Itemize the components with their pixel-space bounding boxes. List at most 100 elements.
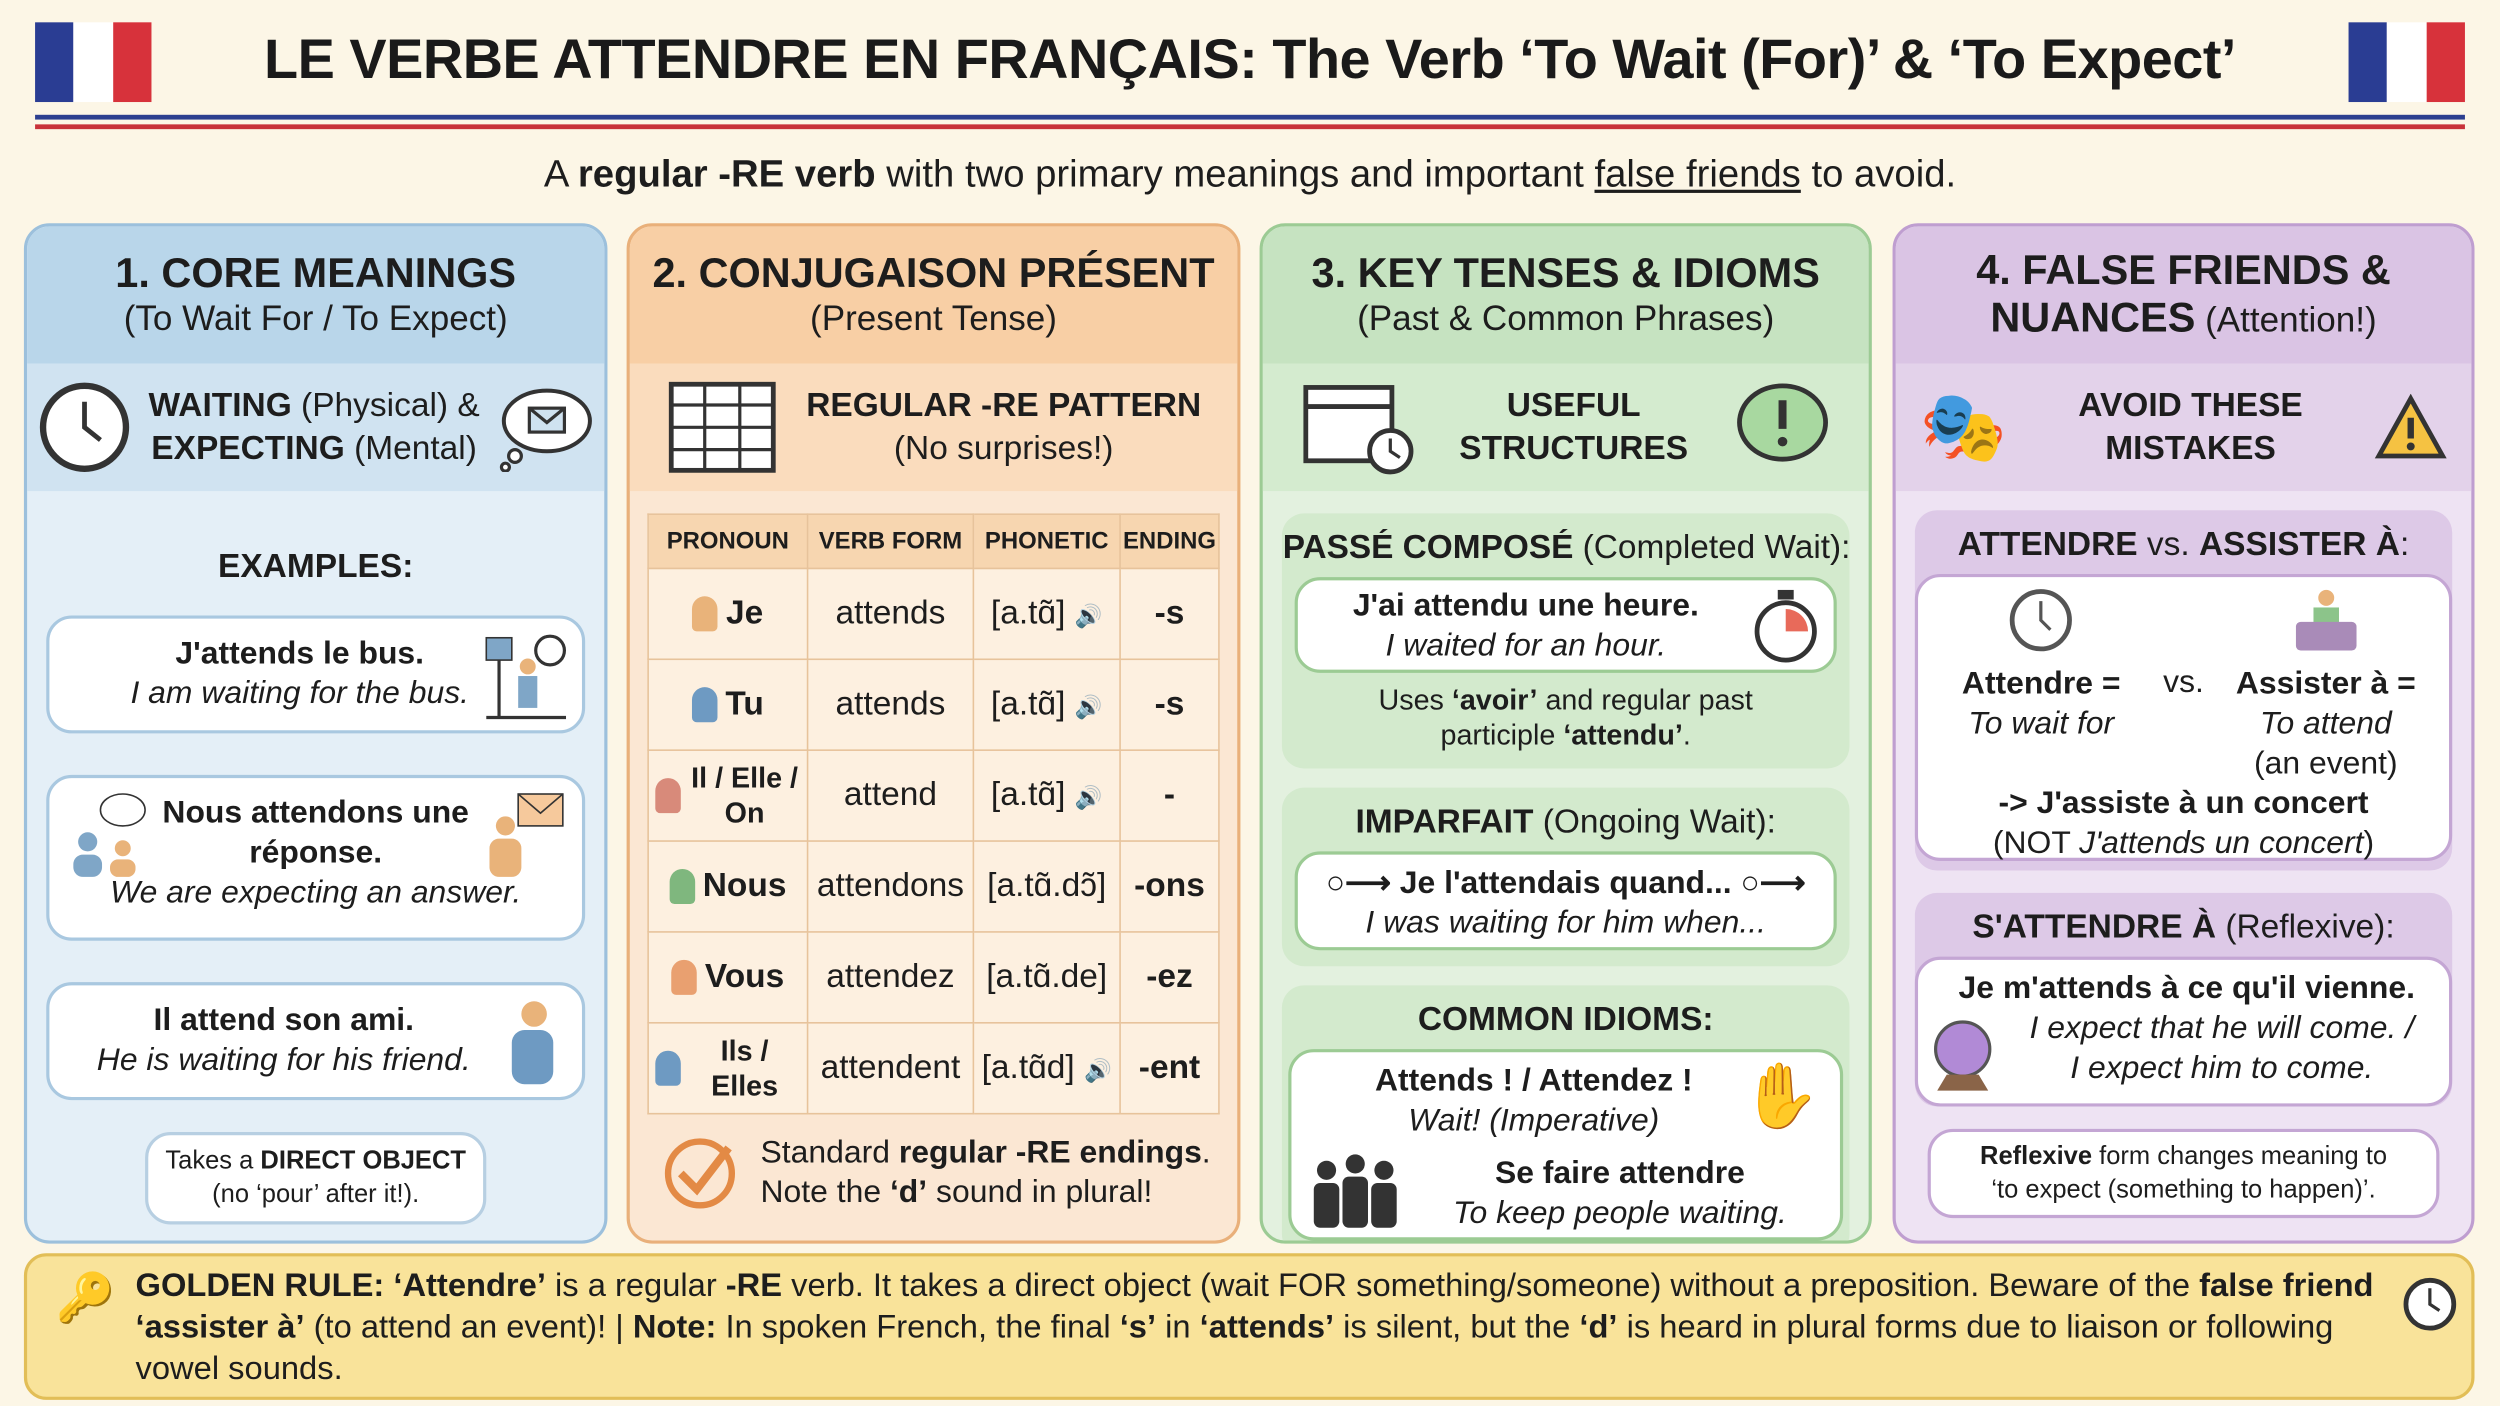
text-segment: regular -RE verb [577,153,876,197]
text-line: I was waiting for him when... [1365,905,1766,941]
ending-cell: -ons [1119,840,1220,933]
column-header: PRONOUN [647,513,809,570]
text-line: Attends ! / Attendez ! [1374,1063,1693,1099]
pattern-title: REGULAR -RE PATTERN [806,387,1202,425]
text-line: (an event) [2254,746,2398,782]
calendar-clock-icon [1303,385,1414,475]
text-segment: participle [1440,719,1564,751]
attendre-vs-assister-section: ATTENDRE vs. ASSISTER À: Attendre = To wa… [1914,510,2453,871]
text-segment: DIRECT OBJECT [260,1147,466,1176]
section-heading: ATTENDRE vs. ASSISTER À: [1915,510,2452,574]
hand-stop-icon: ✋ [1741,1061,1821,1133]
example-french: J'attends le bus. [113,635,486,675]
text-segment: Takes a [165,1147,261,1176]
warning-icon [2374,393,2447,459]
french-flag-icon [2348,22,2465,103]
panel-title: 1. CORE MEANINGS [27,249,604,297]
ending-cell: -s [1119,658,1220,751]
table-row: Vous attendez [a.tɑ̃.de] -ez [647,931,1220,1024]
text-segment: . [1682,719,1691,751]
panel-subtitle: (Past & Common Phrases) [1263,297,1869,342]
pronoun-icon [655,1050,681,1086]
text-line: LE VERBE ATTENDRE EN FRANÇAIS: The Verb … [264,28,2236,91]
phonetic-cell: [a.tɑ̃] 🔊 [972,749,1121,842]
idioms-card: Attends ! / Attendez ! Wait! (Imperative)… [1288,1049,1844,1241]
bus-stop-icon [485,634,567,720]
text-segment: false friend [2199,1267,2374,1305]
text-line: I expect that he will come. / [2029,1010,2415,1046]
column-header: PHONETIC [972,513,1121,570]
text-segment: sound in plural! [927,1175,1153,1211]
pronoun-icon [692,597,718,633]
example-english: I was waiting for him when... [1307,904,1824,944]
ending-cell: - [1119,749,1220,842]
example-french: Il attend son ami. [81,1001,486,1041]
divider [35,124,2465,130]
idiom-french: Se faire attendre [1409,1154,1830,1194]
text-line: (NOT J'attends un concert) [1993,824,2374,864]
pronoun: Tu [725,686,764,723]
pattern-subtitle: (No surprises!) [893,430,1114,468]
ending-cell: -s [1119,567,1220,661]
text-segment: ‘s’ [1119,1309,1157,1346]
tenses-idioms-panel: 3. KEY TENSES & IDIOMS (Past & Common Phr… [1259,223,1872,1244]
text-segment: is silent, but the [1334,1309,1580,1346]
text-segment: Uses [1378,683,1452,716]
panel-title: 4. FALSE FRIENDS & [1896,246,2472,294]
text-line: 3. KEY TENSES & IDIOMS [1311,248,1820,297]
false-friends-panel: 4. FALSE FRIENDS & NUANCES (Attention!) 🎭… [1892,223,2475,1244]
text-line: 4. FALSE FRIENDS & [1976,245,2391,294]
text-segment: (Completed Wait): [1572,529,1850,567]
pronoun-cell: Nous [647,840,809,933]
people-waiting-icon [73,793,146,877]
text-segment: ‘avoir’ [1451,683,1538,716]
comparison-card: Attendre = To wait for vs. Assister à = To… [1914,573,2453,864]
speaker-icon[interactable]: 🔊 [1074,602,1103,629]
example-english: I waited for an hour. [1298,627,1754,667]
clock-icon [2010,589,2073,652]
theater-masks-icon: 🎭 [1919,388,2008,467]
phonetic-cell: [a.tɑ̃.de] [972,931,1121,1024]
meaning-summary: WAITING (Physical) & EXPECTING (Mental) [149,384,480,470]
text-segment: PASSÉ COMPOSÉ [1281,529,1573,567]
structures-label: USEFUL STRUCTURES [1459,387,1689,468]
passe-compose-section: PASSÉ COMPOSÉ (Completed Wait): J'ai att… [1281,513,1850,769]
divider [35,114,2465,120]
direct-object-note: Takes a DIRECT OBJECT (no ‘pour’ after it… [145,1132,487,1225]
text-segment: ‘attendu’ [1563,719,1683,751]
page-title: LE VERBE ATTENDRE EN FRANÇAIS: The Verb … [159,29,2340,93]
speaker-icon[interactable]: 🔊 [1074,784,1103,810]
phonetic: [a.tɑ̃.dɔ̃] [987,867,1107,905]
text-line: We are expecting an answer. [110,875,522,911]
examples-label: EXAMPLES: [218,548,414,586]
text-segment: WAITING [148,387,292,425]
speaker-icon[interactable]: 🔊 [1084,1057,1112,1083]
text-line: S'ATTENDRE À (Reflexive): [1972,909,2394,947]
phonetic-cell: [a.tɑ̃] 🔊 [972,658,1121,751]
vs-label: vs. [2163,664,2204,700]
example-english: I expect that he will come. / [2004,1009,2439,1049]
exclamation-bubble-icon [1737,383,1828,462]
text-segment: Standard [760,1135,899,1171]
text-line: PASSÉ COMPOSÉ (Completed Wait): [1282,529,1850,567]
speaker-icon[interactable]: 🔊 [1074,693,1103,720]
panel-title: 2. CONJUGAISON PRÉSENT [630,249,1237,297]
text-line: -> J'assiste à un concert [1998,786,2369,822]
term: Attendre = [1942,665,2140,705]
table-row: Je attends [a.tɑ̃] 🔊 -s [647,567,1220,661]
idiom-english: To keep people waiting. [1409,1194,1830,1234]
pronoun-cell: Vous [647,931,809,1024]
text-segment: form changes meaning to [2092,1143,2388,1171]
page-subtitle: A regular -RE verb with two primary mean… [0,153,2500,198]
text-segment: (Ongoing Wait): [1533,803,1776,841]
text-line: NUANCES (Attention!) [1990,293,2376,344]
text-line: J'attends le bus. [175,636,425,672]
panel-subtitle: (To Wait For / To Expect) [27,297,604,342]
text-line: I waited for an hour. [1385,628,1667,664]
text-line: ATTENDRE vs. ASSISTER À: [1958,526,2409,564]
definition: To wait for [1942,705,2140,745]
arrow-icon: ○⟶ [1325,865,1400,901]
text-line: Attendre = [1961,666,2121,702]
column-header: ENDING [1119,513,1220,570]
